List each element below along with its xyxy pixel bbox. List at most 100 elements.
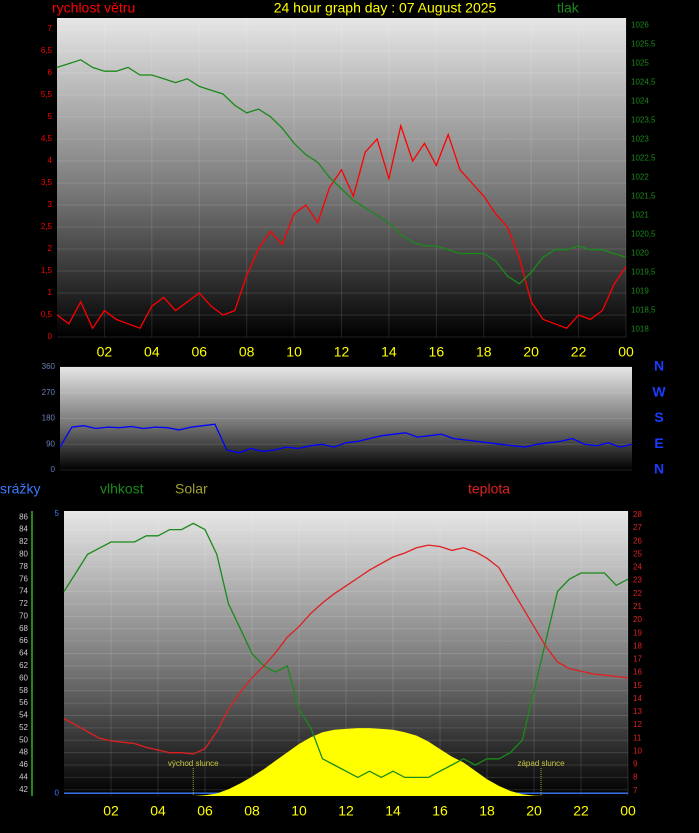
y-tick-label: 76	[19, 574, 28, 583]
plot-bg	[57, 18, 626, 337]
y-tick-label: 0	[51, 465, 56, 474]
x-tick-label: 10	[291, 803, 307, 819]
y-tick-label: 1020	[631, 249, 649, 258]
title: 24 hour graph day : 07 August 2025	[274, 0, 497, 16]
y-tick-label: 90	[46, 439, 55, 448]
y-tick-label: 14	[633, 694, 642, 703]
legend-humidity: vlhkost	[100, 481, 144, 497]
x-tick-label: 00	[620, 803, 636, 819]
y-tick-label: 56	[19, 698, 28, 707]
y-tick-label: 1018,5	[631, 306, 656, 315]
x-tick-label: 22	[573, 803, 589, 819]
y-tick-label: 11	[633, 733, 642, 742]
compass-label: W	[652, 383, 666, 399]
x-tick-label: 18	[476, 344, 492, 360]
y-tick-label: 17	[633, 655, 642, 664]
compass-label: E	[654, 435, 663, 451]
y-tick-label: 21	[633, 602, 642, 611]
y-tick-label: 1018	[631, 325, 649, 334]
y-tick-label: 78	[19, 562, 28, 571]
plot-bg	[60, 367, 632, 470]
compass-label: N	[654, 461, 664, 477]
y-tick-label: 10	[633, 746, 642, 755]
y-tick-label: 48	[19, 748, 28, 757]
y-tick-label: 44	[19, 773, 28, 782]
y-tick-label: 13	[633, 707, 642, 716]
annotation: západ slunce	[517, 759, 565, 768]
y-tick-label: 23	[633, 576, 642, 585]
y-tick-label: 58	[19, 686, 28, 695]
legend-rain: srážky	[0, 481, 40, 497]
x-tick-label: 18	[479, 803, 495, 819]
y-tick-label: 5,5	[41, 90, 53, 99]
y-tick-label: 1021,5	[631, 192, 656, 201]
x-tick-label: 02	[103, 803, 119, 819]
y-tick-label: 5	[55, 509, 60, 518]
area	[64, 728, 628, 796]
y-tick-label: 0	[48, 332, 53, 341]
y-tick-label: 52	[19, 723, 28, 732]
legend-temperature: teplota	[468, 481, 510, 497]
x-tick-label: 08	[239, 344, 255, 360]
y-tick-label: 1022	[631, 173, 649, 182]
x-tick-label: 02	[97, 344, 113, 360]
y-tick-label: 46	[19, 760, 28, 769]
y-tick-label: 74	[19, 587, 28, 596]
y-tick-label: 16	[633, 668, 642, 677]
y-tick-label: 6	[48, 68, 53, 77]
x-tick-label: 16	[432, 803, 448, 819]
y-tick-label: 1	[48, 288, 53, 297]
y-tick-label: 1024	[631, 97, 649, 106]
y-tick-label: 1022,5	[631, 154, 656, 163]
y-tick-label: 1023	[631, 135, 649, 144]
compass-label: N	[654, 358, 664, 374]
x-tick-label: 06	[191, 344, 207, 360]
y-tick-label: 4,5	[41, 134, 53, 143]
compass-label: S	[654, 409, 663, 425]
y-tick-label: 72	[19, 599, 28, 608]
y-tick-label: 1019,5	[631, 268, 656, 277]
x-tick-label: 20	[523, 344, 539, 360]
y-tick-label: 64	[19, 649, 28, 658]
y-tick-label: 3,5	[41, 178, 53, 187]
y-tick-label: 0,5	[41, 310, 53, 319]
y-tick-label: 8	[633, 773, 638, 782]
y-tick-label: 22	[633, 589, 642, 598]
x-tick-label: 10	[286, 344, 302, 360]
x-tick-label: 04	[144, 344, 160, 360]
x-tick-label: 14	[385, 803, 401, 819]
y-tick-label: 18	[633, 641, 642, 650]
x-tick-label: 04	[150, 803, 166, 819]
y-tick-label: 60	[19, 673, 28, 682]
y-tick-label: 70	[19, 611, 28, 620]
y-tick-label: 68	[19, 624, 28, 633]
y-tick-label: 1025	[631, 59, 649, 68]
legend-pressure: tlak	[557, 0, 580, 16]
x-tick-label: 14	[381, 344, 397, 360]
y-tick-label: 84	[19, 525, 28, 534]
x-tick-label: 22	[571, 344, 587, 360]
line	[56, 59, 627, 285]
y-tick-label: 5	[48, 112, 53, 121]
y-tick-label: 1,5	[41, 266, 53, 275]
y-tick-label: 3	[48, 200, 53, 209]
line	[63, 544, 629, 755]
y-tick-label: 27	[633, 523, 642, 532]
y-tick-label: 20	[633, 615, 642, 624]
y-tick-label: 4	[48, 156, 53, 165]
y-tick-label: 1026	[631, 21, 649, 30]
y-tick-label: 80	[19, 549, 28, 558]
y-tick-label: 2	[48, 244, 53, 253]
x-tick-label: 16	[429, 344, 445, 360]
y-tick-label: 66	[19, 636, 28, 645]
legend-solar: Solar	[175, 481, 208, 497]
y-tick-label: 28	[633, 510, 642, 519]
y-tick-label: 62	[19, 661, 28, 670]
x-tick-label: 08	[244, 803, 260, 819]
y-tick-label: 360	[42, 362, 56, 371]
y-tick-label: 6,5	[41, 46, 53, 55]
x-tick-label: 20	[526, 803, 542, 819]
x-tick-label: 12	[334, 344, 350, 360]
x-tick-label: 06	[197, 803, 213, 819]
